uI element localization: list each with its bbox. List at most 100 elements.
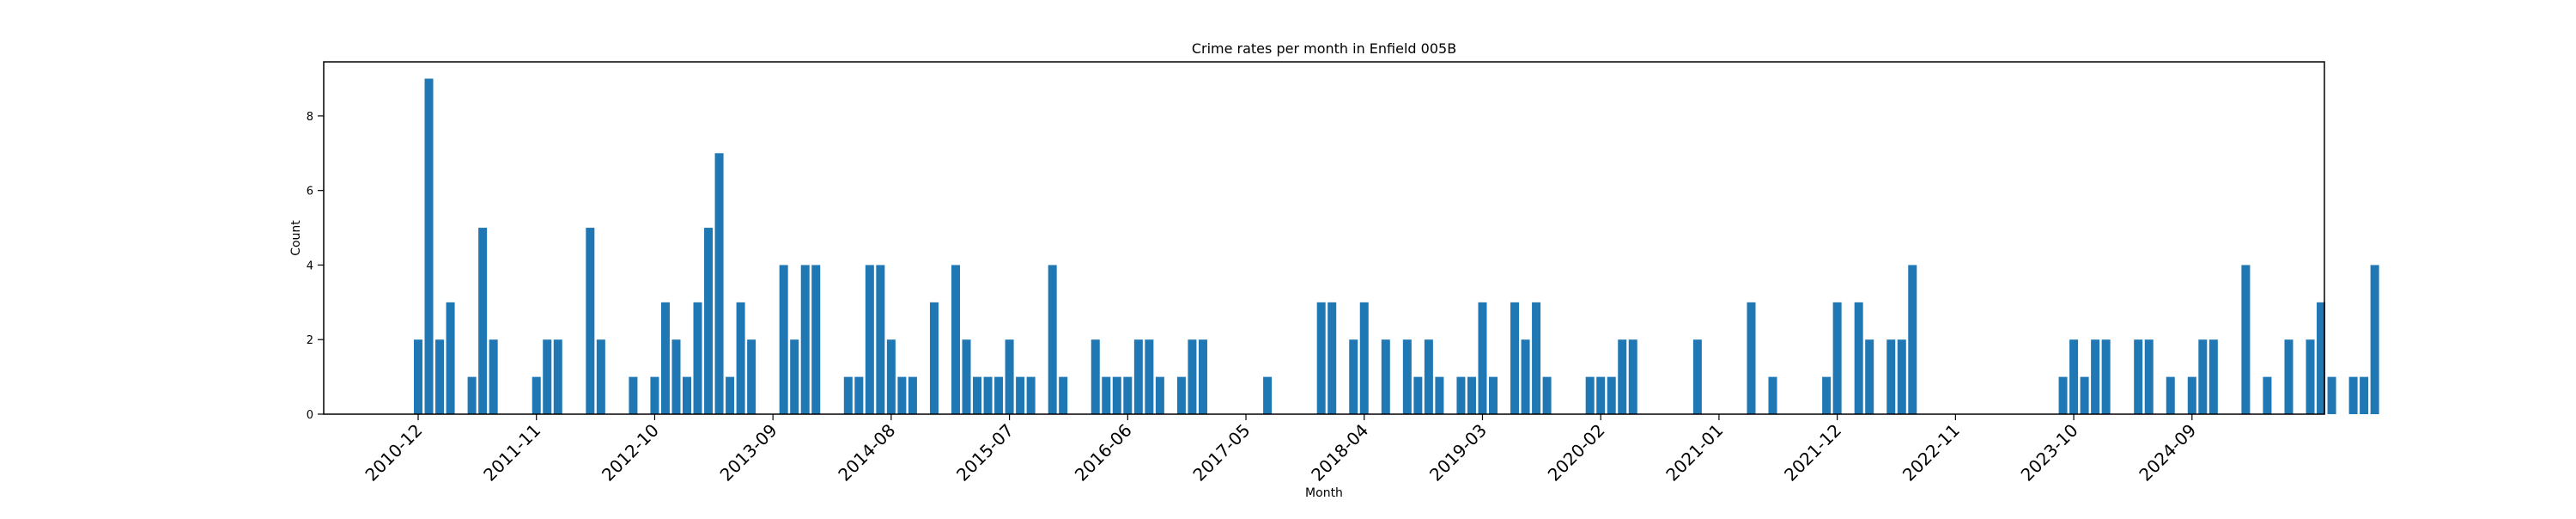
bar <box>2360 376 2369 414</box>
bar <box>1510 302 1520 414</box>
bar <box>790 339 799 414</box>
bar <box>951 265 960 414</box>
bar <box>2069 339 2079 414</box>
bar <box>1327 302 1337 414</box>
bar <box>747 339 756 414</box>
y-tick-label: 0 <box>307 409 313 422</box>
bar <box>1123 376 1133 414</box>
bar <box>1628 339 1637 414</box>
bar <box>876 265 885 414</box>
bar <box>2091 339 2100 414</box>
bar <box>2348 376 2358 414</box>
bar <box>854 376 864 414</box>
bar <box>467 376 477 414</box>
plot-frame <box>323 61 2325 415</box>
bar <box>693 302 702 414</box>
bar <box>1133 339 1143 414</box>
bar <box>704 228 714 414</box>
bar <box>1747 302 1756 414</box>
bar <box>629 376 638 414</box>
bar <box>1596 376 1606 414</box>
bar <box>2080 376 2089 414</box>
bar <box>2241 265 2251 414</box>
bar <box>1381 339 1390 414</box>
bar <box>1176 376 1186 414</box>
chart-title: Crime rates per month in Enfield 005B <box>1192 40 1456 57</box>
bar <box>1435 376 1444 414</box>
x-tick-label: 2024-09 <box>2135 420 2200 485</box>
x-tick-label: 2017-05 <box>1189 420 1255 485</box>
bar <box>1854 302 1863 414</box>
bar <box>779 265 788 414</box>
bar <box>1188 339 1197 414</box>
bar <box>2187 376 2196 414</box>
bar <box>994 376 1004 414</box>
x-tick-label: 2018-04 <box>1307 420 1372 485</box>
bar <box>1155 376 1164 414</box>
bar <box>1263 376 1273 414</box>
bar <box>1897 339 1906 414</box>
x-axis-label: Month <box>1305 486 1343 500</box>
bar <box>1886 339 1896 414</box>
bar <box>1413 376 1423 414</box>
bar <box>683 376 691 414</box>
x-tick-label: 2010-12 <box>361 420 426 485</box>
x-tick-label: 2014-08 <box>834 420 899 485</box>
bar <box>532 376 541 414</box>
bar <box>1467 376 1476 414</box>
bar <box>1542 376 1552 414</box>
bar <box>596 339 605 414</box>
bar <box>2101 339 2111 414</box>
bars-group <box>414 78 2379 415</box>
bar <box>929 302 939 414</box>
x-tick-label: 2021-12 <box>1780 420 1845 485</box>
bar <box>800 265 810 414</box>
x-tick-label: 2011-11 <box>479 420 544 485</box>
y-tick-label: 8 <box>307 111 313 124</box>
bar <box>1618 339 1627 414</box>
x-tick-label: 2022-11 <box>1899 420 1964 485</box>
x-tick-label: 2012-10 <box>598 420 663 485</box>
x-tick-label: 2023-10 <box>2017 420 2082 485</box>
y-tick-label: 6 <box>307 186 313 198</box>
bar <box>660 302 670 414</box>
x-tick-label: 2015-07 <box>952 420 1018 485</box>
bar <box>543 339 552 414</box>
bar <box>1585 376 1595 414</box>
x-tick-label: 2020-02 <box>1544 420 1609 485</box>
bar <box>650 376 659 414</box>
bar <box>1521 339 1530 414</box>
x-tick-label: 2013-09 <box>716 420 781 485</box>
y-axis: 0 2 4 6 8 <box>307 111 324 422</box>
bar <box>1112 376 1121 414</box>
bar <box>489 339 498 414</box>
bar <box>2370 265 2379 414</box>
bar <box>2327 376 2336 414</box>
bar <box>1489 376 1498 414</box>
bar <box>424 78 434 415</box>
x-tick-label: 2016-06 <box>1071 420 1136 485</box>
bar <box>1026 376 1036 414</box>
bar <box>2166 376 2175 414</box>
bar <box>1359 302 1369 414</box>
bar <box>2263 376 2272 414</box>
bar <box>1059 376 1068 414</box>
bar <box>586 228 595 414</box>
bar <box>973 376 982 414</box>
bar <box>1532 302 1541 414</box>
bar <box>1198 339 1207 414</box>
bar <box>1768 376 1777 414</box>
x-axis: 2010-12 2011-11 2012-10 2013-09 2014-08 2015-… <box>361 414 2200 485</box>
bar <box>1402 339 1412 414</box>
bar <box>1048 265 1057 414</box>
bar <box>1822 376 1832 414</box>
bar <box>2134 339 2143 414</box>
bar <box>2198 339 2208 414</box>
bar <box>1316 302 1326 414</box>
bar <box>897 376 907 414</box>
y-tick-label: 4 <box>307 260 313 272</box>
bar <box>1865 339 1874 414</box>
bar <box>478 228 488 414</box>
